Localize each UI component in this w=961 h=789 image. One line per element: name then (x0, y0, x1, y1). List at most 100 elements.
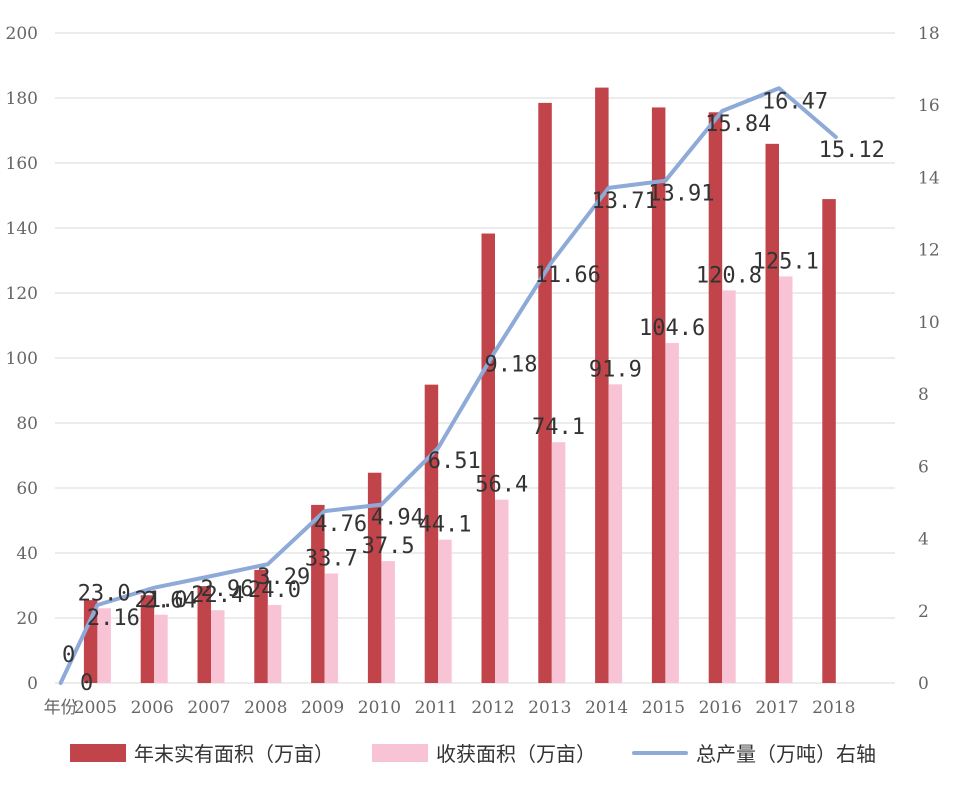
harvest-bar (267, 605, 282, 683)
right-tick-label: 8 (918, 385, 929, 405)
harvest-bar (495, 499, 509, 683)
harvest-data-label: 37.5 (362, 534, 415, 559)
x-tick-label: 2017 (755, 698, 798, 718)
left-tick-label: 0 (27, 674, 38, 694)
area-bar (311, 504, 325, 683)
left-tick-label: 100 (6, 349, 38, 369)
harvest-bar (551, 442, 566, 683)
production-start-label: 0 (62, 643, 75, 668)
x-tick-label: 2014 (585, 698, 628, 718)
production-data-label: 13.91 (648, 182, 714, 207)
production-data-label: 2.16 (87, 606, 140, 631)
legend-label-area: 年末实有面积（万亩） (134, 742, 334, 766)
left-axis: 0 20 40 60 80 100 120 140 160 180 200 (6, 24, 38, 694)
area-bar (140, 595, 155, 683)
harvest-bar (211, 610, 225, 683)
harvest-data-label: 91.9 (589, 357, 642, 382)
production-data-label: 13.71 (591, 189, 657, 214)
x-tick-label: 2005 (74, 698, 117, 718)
legend-swatch-production (632, 750, 688, 755)
area-bar (254, 569, 268, 683)
area-bar (367, 472, 382, 683)
area-bar (197, 586, 211, 683)
harvest-bar (438, 539, 452, 683)
x-tick-label: 2011 (415, 698, 458, 718)
right-tick-label: 10 (918, 313, 940, 333)
legend: 年末实有面积（万亩） 收获面积（万亩） 总产量（万吨）右轴 (0, 738, 961, 778)
area-bar (538, 102, 552, 683)
left-tick-label: 20 (16, 609, 38, 629)
left-tick-label: 80 (16, 414, 38, 434)
production-data-label: 2.96 (201, 577, 254, 602)
area-bar (651, 107, 666, 684)
x-tick-label: 2009 (301, 698, 344, 718)
x-tick-label: 2007 (187, 698, 230, 718)
right-tick-label: 4 (918, 530, 929, 550)
data-labels: 23.0 21.0 22.4 24.033.7 37.544.156.4 74.1 91.9… (62, 89, 885, 696)
right-tick-label: 0 (918, 674, 929, 694)
legend-label-harvest: 收获面积（万亩） (436, 742, 596, 766)
x-tick-label: 2018 (812, 698, 855, 718)
production-data-label: 15.12 (819, 138, 885, 163)
left-tick-label: 120 (6, 284, 38, 304)
area-bar (708, 112, 723, 684)
left-tick-label: 160 (6, 154, 38, 174)
area-bar (595, 87, 609, 684)
bars (83, 87, 836, 684)
x-tick-label: 2006 (131, 698, 174, 718)
harvest-data-label: 21.0 (134, 588, 187, 613)
legend-label-production: 总产量（万吨）右轴 (696, 742, 876, 766)
legend-item-production: 总产量（万吨）右轴 (632, 738, 876, 767)
right-tick-label: 18 (918, 24, 940, 44)
harvest-data-label: 56.4 (475, 473, 528, 498)
harvest-data-label: 74.1 (532, 415, 585, 440)
right-axis: 0 2 4 6 8 10 12 14 16 18 (918, 24, 940, 694)
harvest-bar (665, 343, 679, 683)
right-tick-label: 12 (918, 241, 940, 261)
production-line (58, 86, 838, 685)
x-tick-label: 2016 (699, 698, 742, 718)
harvest-data-label: 33.7 (305, 546, 358, 571)
production-data-label: 15.84 (705, 112, 771, 137)
production-data-label: 3.29 (257, 565, 310, 590)
legend-swatch-area (70, 743, 126, 762)
harvest-data-label: 125.1 (753, 249, 819, 274)
area-bar (765, 143, 779, 683)
area-bar (83, 600, 98, 683)
legend-swatch-harvest (372, 743, 428, 762)
production-data-label: 9.18 (485, 353, 538, 378)
harvest-bar (154, 614, 168, 683)
right-tick-label: 2 (918, 602, 929, 622)
production-start-label: 0 (80, 671, 93, 696)
harvest-bar (608, 384, 623, 683)
production-data-label: 16.47 (762, 89, 828, 114)
legend-item-area: 年末实有面积（万亩） (70, 738, 334, 767)
x-tick-label: 2008 (244, 698, 287, 718)
area-bar (481, 233, 495, 683)
production-data-label: 2.64 (144, 589, 197, 614)
harvest-data-label: 22.4 (191, 583, 244, 608)
production-data-label: 6.51 (428, 449, 481, 474)
harvest-data-label: 24.0 (248, 578, 301, 603)
production-data-label: 11.66 (535, 263, 601, 288)
harvest-bar (324, 573, 339, 683)
harvest-bar (381, 561, 395, 683)
area-bar (822, 199, 836, 683)
production-data-label: 4.94 (371, 506, 424, 531)
harvest-data-label: 23.0 (78, 581, 131, 606)
right-tick-label: 14 (918, 168, 940, 188)
harvest-bar (779, 276, 793, 683)
x-tick-label: 2012 (471, 698, 514, 718)
left-tick-label: 200 (6, 24, 38, 44)
left-tick-label: 40 (16, 544, 38, 564)
harvest-data-label: 104.6 (639, 316, 705, 341)
left-tick-label: 60 (16, 479, 38, 499)
x-axis-title: 年份 (44, 698, 78, 718)
x-tick-label: 2013 (528, 698, 571, 718)
x-tick-label: 2010 (358, 698, 401, 718)
harvest-data-label: 120.8 (696, 263, 762, 288)
harvest-bar (722, 290, 736, 683)
right-tick-label: 16 (918, 96, 940, 116)
